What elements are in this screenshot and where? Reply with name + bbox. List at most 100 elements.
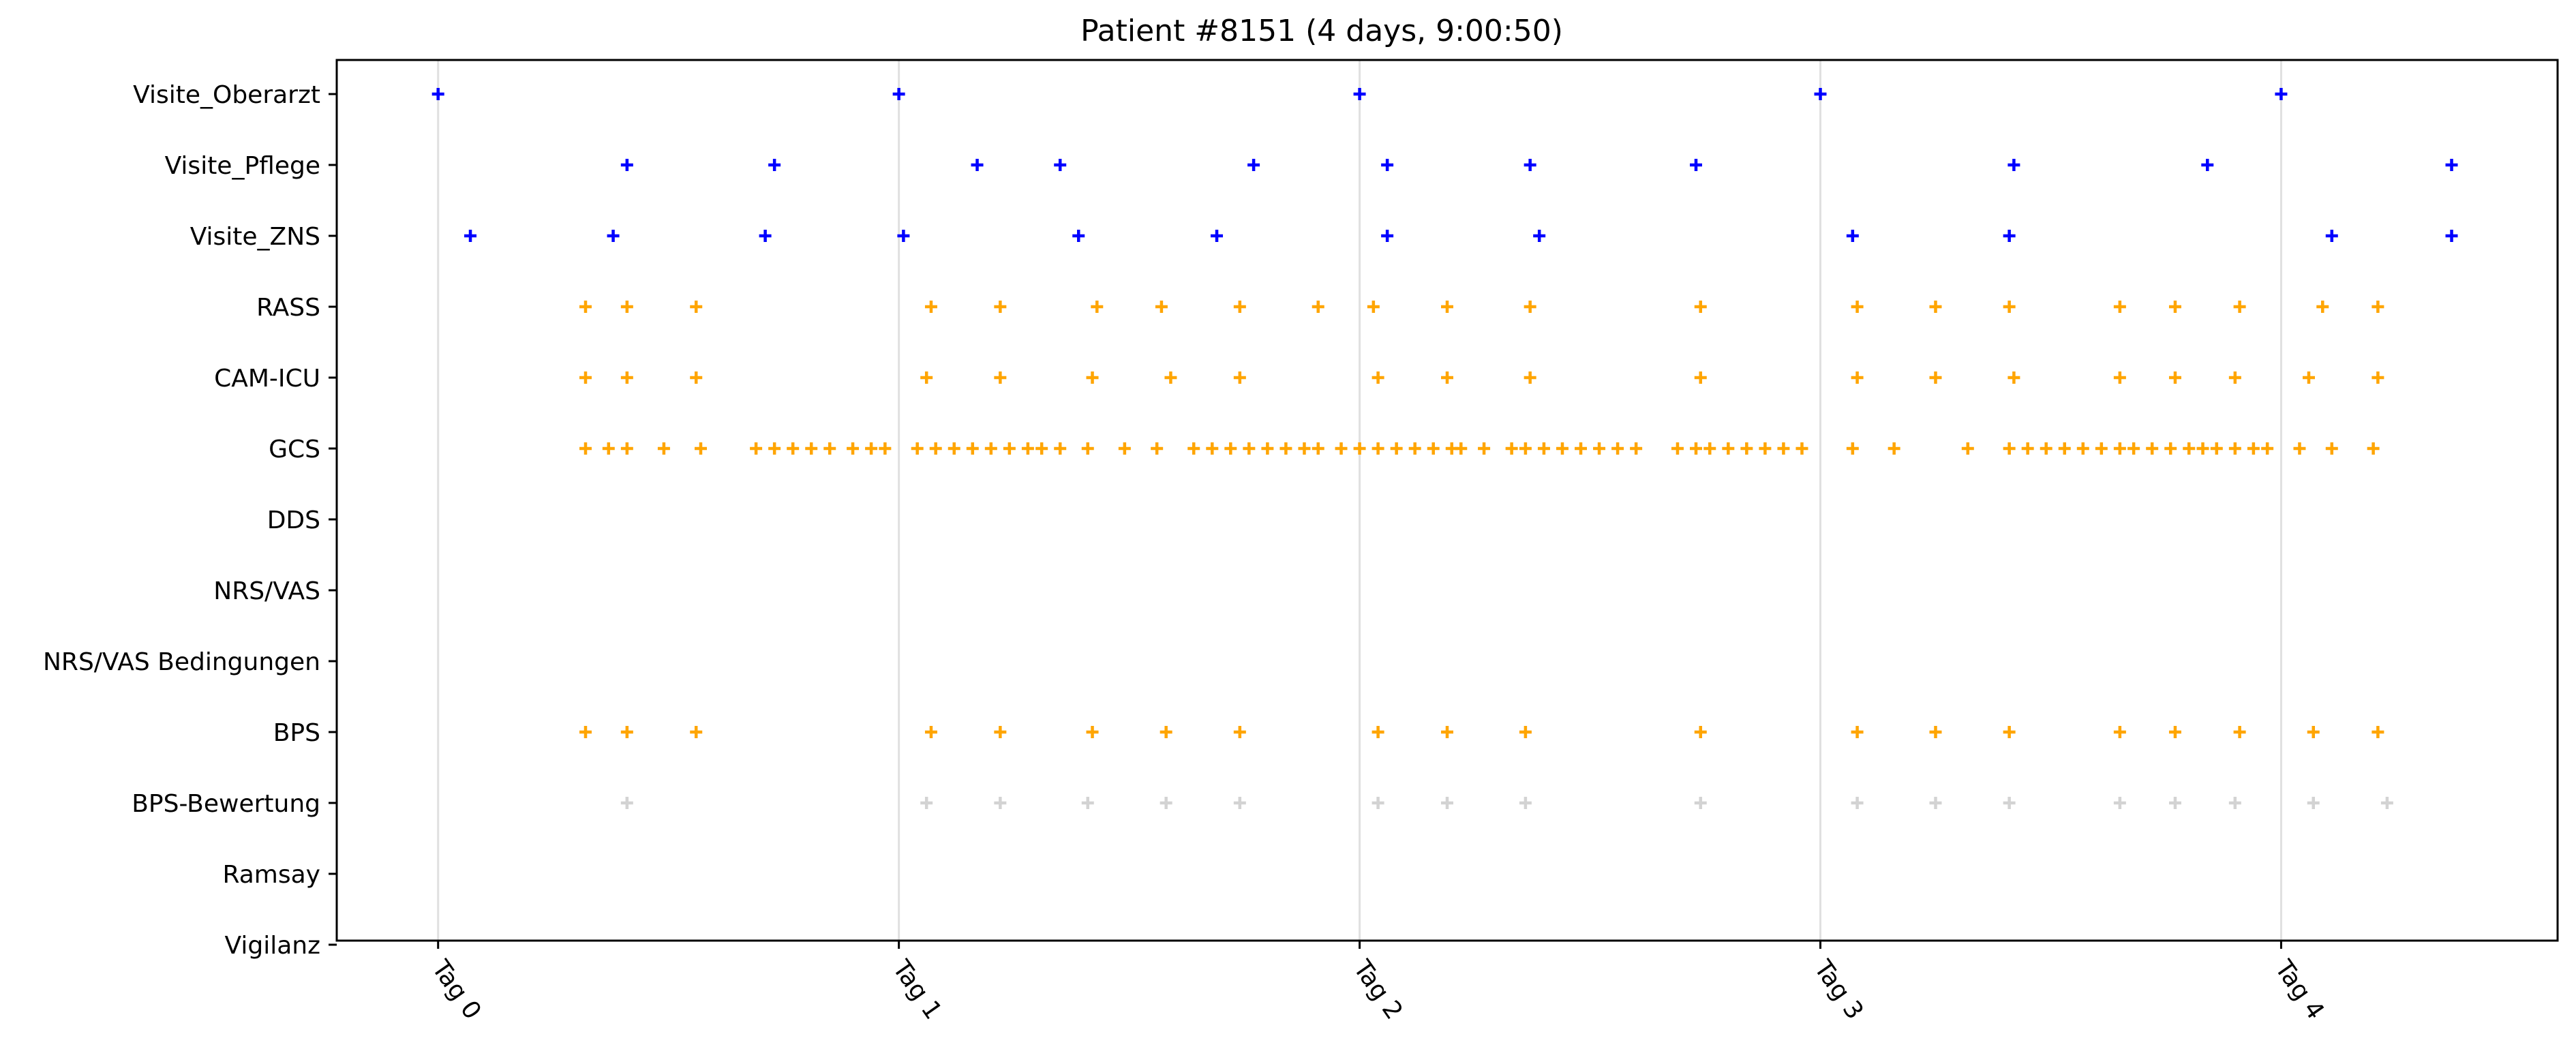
point-5-62 xyxy=(2021,442,2034,455)
point-1-8 xyxy=(2007,159,2020,171)
y-tick-label-11: Ramsay xyxy=(223,861,320,889)
y-tick-label-7: NRS/VAS xyxy=(213,577,320,605)
point-5-79 xyxy=(2367,442,2380,455)
y-tick-label-4: CAM-ICU xyxy=(214,365,320,393)
point-5-22 xyxy=(1081,442,1094,455)
point-2-8 xyxy=(1846,230,1859,242)
point-6-12 xyxy=(1851,726,1864,738)
point-3-9 xyxy=(1367,301,1380,313)
point-4-13 xyxy=(1929,371,1942,384)
point-5-24 xyxy=(1151,442,1164,455)
point-7-0 xyxy=(620,797,633,809)
point-2-3 xyxy=(897,230,910,242)
point-5-46 xyxy=(1575,442,1588,455)
point-3-17 xyxy=(2168,301,2181,313)
point-7-17 xyxy=(2380,797,2393,809)
point-5-6 xyxy=(768,442,781,455)
y-tick-label-0: Visite_Oberarzt xyxy=(133,81,320,109)
point-5-65 xyxy=(2076,442,2089,455)
point-4-18 xyxy=(2303,371,2315,384)
x-tick-label-4: Tag 4 xyxy=(2269,955,2329,1024)
point-5-19 xyxy=(1021,442,1034,455)
point-3-3 xyxy=(924,301,937,313)
point-5-8 xyxy=(805,442,818,455)
series-2 xyxy=(464,230,2458,242)
y-tick-label-9: BPS xyxy=(273,719,320,747)
series-6 xyxy=(579,726,2384,738)
y-tick-label-10: BPS-Bewertung xyxy=(132,790,320,818)
point-6-16 xyxy=(2168,726,2181,738)
point-5-47 xyxy=(1593,442,1606,455)
point-7-4 xyxy=(1160,797,1172,809)
point-4-3 xyxy=(920,371,933,384)
point-2-1 xyxy=(607,230,620,242)
point-7-12 xyxy=(2003,797,2016,809)
point-5-25 xyxy=(1187,442,1200,455)
point-5-26 xyxy=(1206,442,1219,455)
point-5-57 xyxy=(1795,442,1808,455)
point-5-30 xyxy=(1279,442,1292,455)
point-5-21 xyxy=(1054,442,1067,455)
point-5-63 xyxy=(2040,442,2052,455)
series-5 xyxy=(579,442,2380,455)
point-5-55 xyxy=(1759,442,1772,455)
point-5-34 xyxy=(1353,442,1366,455)
point-5-10 xyxy=(847,442,860,455)
point-5-54 xyxy=(1740,442,1753,455)
point-4-14 xyxy=(2007,371,2020,384)
x-axis: Tag 0 Tag 1 Tag 2 Tag 3 Tag 4 xyxy=(426,941,2329,1024)
point-3-8 xyxy=(1312,301,1324,313)
point-1-5 xyxy=(1381,159,1394,171)
point-5-42 xyxy=(1505,442,1518,455)
point-2-4 xyxy=(1072,230,1085,242)
point-1-10 xyxy=(2445,159,2458,171)
point-5-58 xyxy=(1846,442,1859,455)
point-3-10 xyxy=(1441,301,1453,313)
point-5-3 xyxy=(657,442,670,455)
point-7-11 xyxy=(1929,797,1942,809)
point-1-2 xyxy=(971,159,984,171)
point-5-67 xyxy=(2113,442,2126,455)
point-3-12 xyxy=(1694,301,1707,313)
point-5-13 xyxy=(911,442,924,455)
point-6-9 xyxy=(1441,726,1453,738)
point-5-78 xyxy=(2325,442,2338,455)
point-5-53 xyxy=(1722,442,1735,455)
point-0-2 xyxy=(1353,88,1366,100)
point-5-61 xyxy=(2003,442,2016,455)
point-7-8 xyxy=(1519,797,1532,809)
point-3-7 xyxy=(1233,301,1246,313)
point-2-9 xyxy=(2003,230,2016,242)
x-tick-label-1: Tag 1 xyxy=(887,955,948,1024)
point-3-20 xyxy=(2372,301,2384,313)
point-5-66 xyxy=(2095,442,2108,455)
point-7-3 xyxy=(1081,797,1094,809)
y-tick-label-6: DDS xyxy=(267,506,320,534)
y-tick-label-8: NRS/VAS Bedingungen xyxy=(43,648,320,676)
point-5-5 xyxy=(750,442,763,455)
point-4-4 xyxy=(994,371,1007,384)
point-4-8 xyxy=(1372,371,1384,384)
y-tick-label-3: RASS xyxy=(256,294,320,322)
point-5-15 xyxy=(948,442,960,455)
point-2-0 xyxy=(464,230,477,242)
x-tick-label-3: Tag 3 xyxy=(1808,955,1869,1024)
point-5-73 xyxy=(2210,442,2223,455)
point-5-64 xyxy=(2058,442,2071,455)
point-5-76 xyxy=(2261,442,2274,455)
point-5-51 xyxy=(1690,442,1702,455)
point-4-9 xyxy=(1441,371,1453,384)
point-6-8 xyxy=(1372,726,1384,738)
point-5-45 xyxy=(1556,442,1569,455)
point-5-49 xyxy=(1630,442,1643,455)
point-4-12 xyxy=(1851,371,1864,384)
point-5-18 xyxy=(1003,442,1016,455)
point-6-2 xyxy=(690,726,703,738)
point-4-16 xyxy=(2168,371,2181,384)
point-6-13 xyxy=(1929,726,1942,738)
point-5-33 xyxy=(1335,442,1348,455)
point-7-14 xyxy=(2168,797,2181,809)
point-5-50 xyxy=(1671,442,1684,455)
point-5-48 xyxy=(1611,442,1624,455)
point-3-0 xyxy=(579,301,592,313)
